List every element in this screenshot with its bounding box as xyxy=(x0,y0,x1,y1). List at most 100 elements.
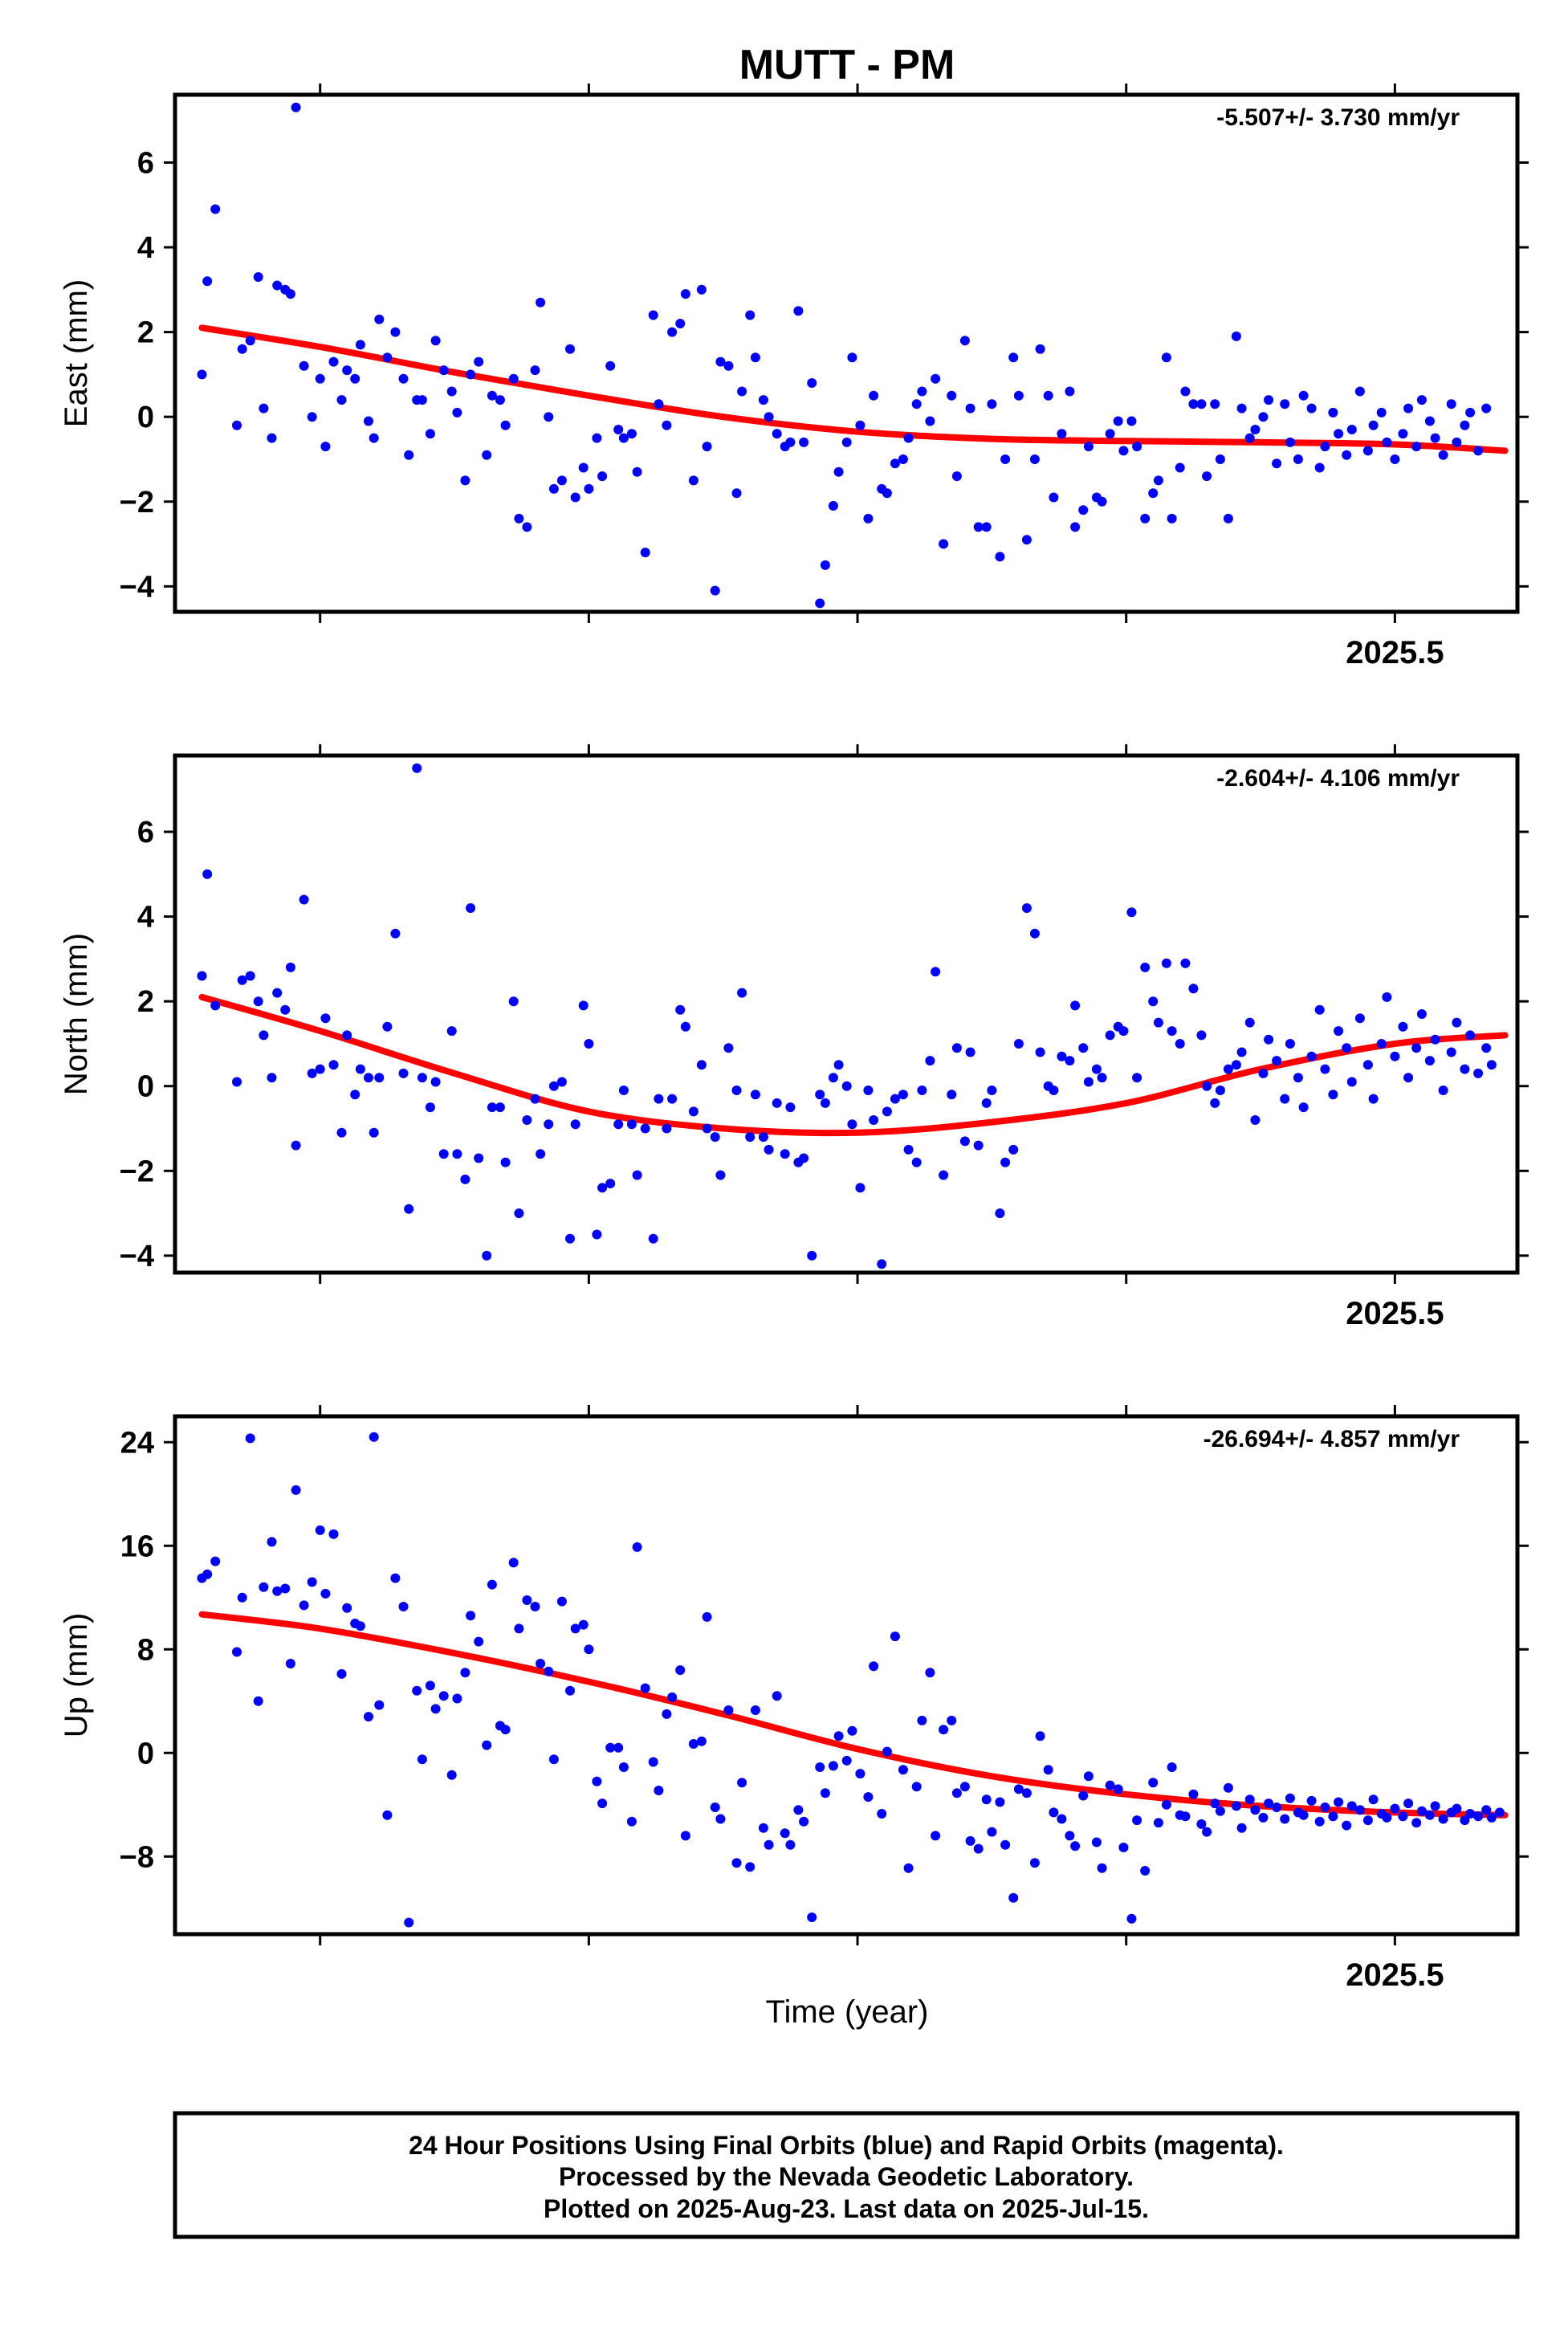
north-data-point xyxy=(438,1149,449,1159)
east-data-point xyxy=(1362,446,1373,456)
north-x-tick-label: 2025.5 xyxy=(1346,1296,1444,1331)
east-data-point xyxy=(1140,513,1151,523)
north-data-point xyxy=(903,1144,914,1155)
up-data-point xyxy=(882,1746,892,1757)
up-data-point xyxy=(667,1692,678,1702)
up-data-point xyxy=(460,1668,470,1678)
north-data-point xyxy=(723,1043,734,1053)
up-data-point xyxy=(336,1668,347,1679)
north-data-point xyxy=(1196,1030,1207,1041)
east-data-point xyxy=(1264,395,1274,405)
east-data-point xyxy=(272,280,283,291)
up-plot-frame xyxy=(173,1414,1520,1937)
east-data-point xyxy=(1013,390,1024,401)
up-data-point xyxy=(903,1863,914,1873)
east-data-point xyxy=(1097,496,1107,507)
up-data-point xyxy=(869,1661,879,1672)
north-data-point xyxy=(841,1081,852,1091)
east-data-point xyxy=(1424,416,1435,426)
up-data-point xyxy=(715,1814,726,1824)
up-data-point xyxy=(1202,1827,1212,1837)
east-data-point xyxy=(959,336,970,346)
up-data-point xyxy=(820,1788,830,1798)
up-points-layer xyxy=(197,1432,1505,1928)
north-data-point xyxy=(350,1090,360,1100)
east-data-point xyxy=(1382,437,1392,447)
east-data-point xyxy=(1320,442,1330,452)
east-rate-label: -5.507+/- 3.730 mm/yr xyxy=(1216,104,1460,131)
east-data-point xyxy=(1008,352,1019,363)
footer-line-1: 24 Hour Positions Using Final Orbits (bl… xyxy=(409,2131,1284,2160)
east-data-point xyxy=(556,475,567,486)
east-data-point xyxy=(715,356,726,367)
north-data-point xyxy=(1097,1073,1107,1083)
up-data-point xyxy=(315,1525,325,1535)
up-data-point xyxy=(404,1917,414,1928)
up-data-point xyxy=(245,1433,255,1444)
east-data-point xyxy=(1368,420,1379,430)
north-data-point xyxy=(1424,1056,1435,1066)
north-data-point xyxy=(1175,1039,1185,1049)
up-data-point xyxy=(1070,1841,1081,1851)
east-data-point xyxy=(688,475,698,486)
up-data-point xyxy=(412,1685,422,1696)
north-data-point xyxy=(1452,1017,1462,1028)
north-data-point xyxy=(482,1250,492,1261)
east-data-point xyxy=(1021,535,1032,545)
east-data-point xyxy=(1481,403,1492,413)
up-data-point xyxy=(1180,1811,1191,1822)
east-data-point xyxy=(890,458,900,469)
north-data-point xyxy=(369,1127,379,1138)
east-data-point xyxy=(931,373,941,384)
east-data-point xyxy=(425,429,435,439)
east-data-point xyxy=(903,433,914,443)
up-data-point xyxy=(565,1685,575,1696)
east-data-point xyxy=(820,560,830,570)
north-data-point xyxy=(197,971,207,981)
panel-east: −4 −2 0 2 4 6 -5.507+/- 3.730 mm/yr East (mm)… xyxy=(59,84,1529,670)
north-data-point xyxy=(1416,1009,1427,1019)
east-data-point xyxy=(369,433,379,443)
footer-line-2: Processed by the Nevada Geodetic Laborat… xyxy=(559,2162,1134,2191)
east-data-point xyxy=(758,395,768,405)
north-data-point xyxy=(847,1119,857,1130)
up-data-point xyxy=(1403,1798,1414,1809)
east-data-point xyxy=(1280,399,1290,409)
north-data-point xyxy=(745,1132,755,1143)
north-data-point xyxy=(1368,1094,1379,1104)
up-data-point xyxy=(807,1912,817,1922)
north-data-point xyxy=(342,1030,352,1041)
east-data-point xyxy=(750,352,760,363)
north-data-point xyxy=(877,1259,887,1269)
up-data-point xyxy=(785,1839,796,1850)
east-data-point xyxy=(640,548,650,558)
north-data-point xyxy=(232,1077,242,1087)
east-data-point xyxy=(1049,492,1059,503)
north-data-point xyxy=(1398,1021,1408,1032)
up-data-point xyxy=(1021,1788,1032,1798)
north-data-point xyxy=(1272,1056,1282,1066)
north-data-point xyxy=(1430,1034,1440,1045)
north-data-point xyxy=(1013,1039,1024,1049)
up-data-point xyxy=(1306,1795,1317,1806)
north-data-point xyxy=(597,1183,608,1193)
north-data-point xyxy=(1210,1098,1220,1108)
up-data-point xyxy=(272,1586,283,1596)
north-data-point xyxy=(1153,1017,1163,1028)
up-data-point xyxy=(1000,1839,1011,1850)
up-data-point xyxy=(626,1816,637,1827)
north-data-point xyxy=(764,1144,774,1155)
up-data-point xyxy=(764,1839,774,1850)
north-y-axis-label: North (mm) xyxy=(59,933,94,1095)
east-data-point xyxy=(1398,429,1408,439)
east-data-point xyxy=(536,297,546,308)
up-data-point xyxy=(828,1761,838,1771)
east-data-point xyxy=(1035,344,1045,354)
north-data-point xyxy=(336,1127,347,1138)
up-data-point xyxy=(452,1693,462,1704)
north-fit-layer xyxy=(198,993,1509,1137)
north-data-point xyxy=(613,1119,624,1130)
up-data-point xyxy=(430,1704,441,1714)
north-y-tick-label: 6 xyxy=(137,816,154,849)
north-data-point xyxy=(1215,1086,1225,1095)
